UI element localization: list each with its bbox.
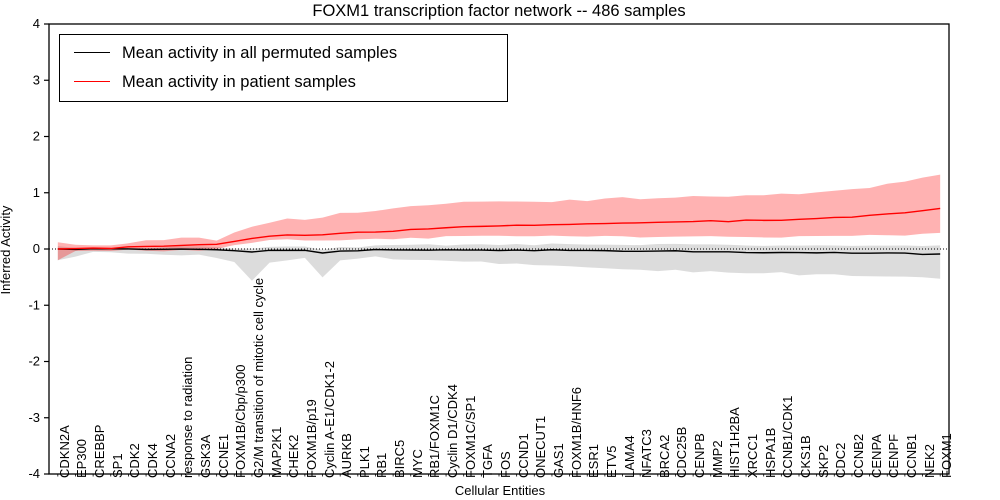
svg-text:0: 0 xyxy=(33,241,40,256)
svg-text:-1: -1 xyxy=(28,297,40,312)
svg-text:-3: -3 xyxy=(28,410,40,425)
svg-text:-4: -4 xyxy=(28,466,40,481)
svg-text:4: 4 xyxy=(33,16,40,31)
svg-text:3: 3 xyxy=(33,72,40,87)
svg-text:-2: -2 xyxy=(28,354,40,369)
svg-text:1: 1 xyxy=(33,185,40,200)
svg-text:2: 2 xyxy=(33,129,40,144)
